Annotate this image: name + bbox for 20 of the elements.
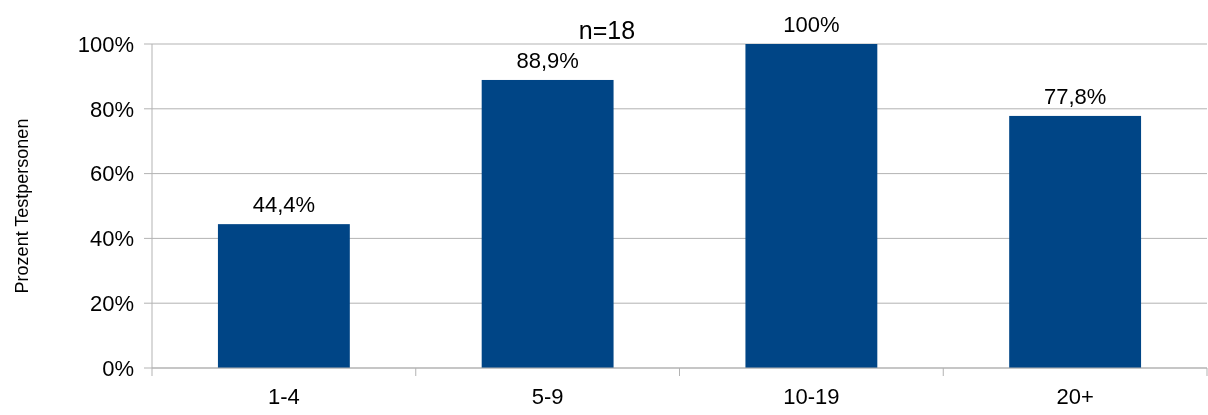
y-tick-label: 60% <box>89 161 134 187</box>
x-tick-label: 10-19 <box>783 384 840 409</box>
data-label: 100% <box>783 12 840 37</box>
chart-title: n=18 <box>578 16 636 44</box>
y-tick-label: 0% <box>102 355 134 381</box>
bar <box>481 79 614 368</box>
data-label: 44,4% <box>252 192 316 218</box>
data-label: 88,9% <box>516 47 579 73</box>
y-tick-label: 20% <box>89 290 134 316</box>
x-tick-label: 20+ <box>1056 384 1094 409</box>
y-tick-label: 100% <box>77 31 134 57</box>
x-tick-label: 1-4 <box>267 384 300 409</box>
bar <box>1009 115 1142 368</box>
y-tick-label: 80% <box>89 96 134 122</box>
bar <box>745 44 878 368</box>
bar <box>217 224 350 368</box>
y-axis-title: Prozent Testpersonen <box>12 118 32 294</box>
x-tick-label: 5-9 <box>531 384 564 409</box>
data-label: 77,8% <box>1043 83 1107 109</box>
y-tick-label: 40% <box>89 226 134 252</box>
